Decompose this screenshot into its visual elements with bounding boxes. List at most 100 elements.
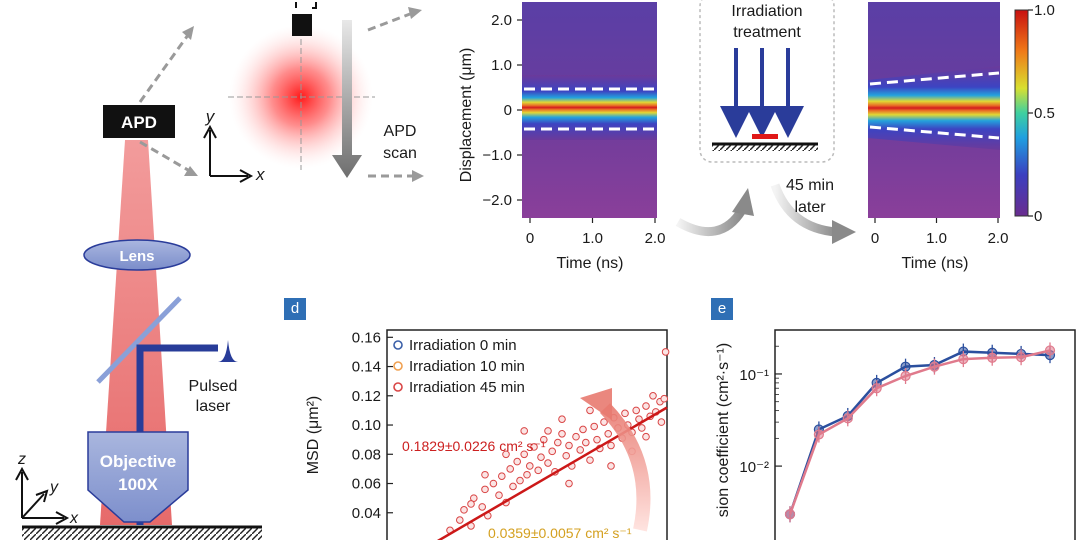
diffusion-point (813, 429, 824, 440)
colorbar-tick-label: 0 (1034, 208, 1042, 225)
msd-curve-arrow-head (580, 388, 612, 420)
diffusion-point (871, 383, 882, 394)
colorbar-tick-label: 1.0 (1034, 2, 1055, 19)
optical-setup: Pulsed laser Lens Objective 100X APD y x… (15, 2, 424, 540)
curve-arrow-out-box (770, 183, 837, 237)
apd-scan-label-2: scan (383, 145, 417, 162)
xyz-axes (15, 466, 70, 525)
beam-splitter (96, 296, 182, 384)
msd-point (579, 425, 587, 434)
msd-point (456, 516, 464, 524)
msd-point (593, 435, 601, 444)
heatmap-before-xtick-label: 1.0 (582, 230, 603, 247)
heatmap-after-boundary-bottom (869, 125, 1000, 140)
msd-point (509, 482, 517, 491)
msd-point (554, 438, 562, 447)
apd-pinhole (292, 14, 312, 36)
apd-label: APD (121, 113, 157, 132)
msd-legend-marker (393, 361, 403, 371)
msd-point (516, 476, 524, 485)
msd-point (513, 457, 522, 466)
diffusion-ytick-label: 10⁻¹ (739, 367, 769, 384)
msd-point (582, 438, 590, 447)
msd-point (607, 441, 615, 450)
msd-point (642, 432, 650, 441)
apd-arrow-up-head (182, 26, 194, 40)
objective (87, 431, 189, 523)
irradiation-substrate (712, 145, 818, 151)
msd-point (590, 422, 599, 431)
msd-annotation-red: 0.1829±0.0226 cm² s⁻¹ (402, 438, 546, 454)
heatmap-before-xlabel: Time (ns) (557, 255, 624, 272)
msd-point (498, 472, 506, 481)
heatmap-after-xlabel: Time (ns) (902, 255, 969, 272)
msd-ytick-label: 0.06 (352, 476, 381, 493)
curve-arrow-into-box-head (732, 188, 754, 216)
msd-curve-arrow (599, 403, 651, 532)
msd-point (586, 456, 594, 464)
curve-arrow-into-box (675, 207, 746, 237)
msd-point (544, 427, 552, 435)
msd-point (565, 441, 573, 450)
msd-ytick-label: 0.04 (352, 505, 381, 522)
msd-point (621, 409, 629, 418)
apd-arrow-down (139, 140, 189, 172)
later-label-2: later (794, 199, 826, 216)
msd-point (660, 394, 669, 403)
panel-label-e: e (711, 298, 733, 320)
heatmap-before-ylabel: Displacement (μm) (458, 48, 475, 183)
diffusion-point (784, 509, 796, 520)
msd-ytick-label: 0.16 (352, 329, 381, 346)
sample-stage (22, 527, 262, 540)
diffusion-series-line (788, 350, 1051, 515)
pulse-icon (218, 340, 238, 362)
msd-point (600, 418, 608, 426)
msd-legend-label: Irradiation 45 min (409, 379, 525, 396)
msd-point (520, 450, 529, 459)
msd-legend-marker (393, 382, 403, 392)
heatmap-before-ytick-label: 0 (504, 102, 512, 119)
msd-point (586, 406, 594, 415)
msd-point (649, 391, 657, 400)
msd-point (572, 432, 580, 441)
heatmap-after-xtick-label: 2.0 (988, 230, 1009, 247)
irradiation-arrows (720, 48, 804, 138)
curve-arrow-out-box-head (832, 220, 856, 244)
msd-ytick-label: 0.08 (352, 446, 381, 463)
laser-beam (100, 140, 172, 525)
msd-chart: 0.16 0.14 0.12 0.10 0.08 0.06 0.04 Irradiation… (305, 329, 670, 540)
msd-point (481, 470, 489, 479)
msd-ytick-label: 0.12 (352, 388, 381, 405)
heatmap-after-band (868, 66, 1000, 150)
msd-point (537, 453, 545, 462)
msd-point (544, 459, 552, 467)
apd-scan-label-1: APD (384, 123, 417, 140)
heatmap-before-ytick-label: 1.0 (491, 57, 512, 74)
colorbar (1014, 9, 1029, 217)
heatmap-before-ytick-label: −1.0 (482, 147, 512, 164)
msd-point (495, 491, 503, 500)
msd-legend-label: Irradiation 10 min (409, 358, 525, 375)
msd-point (520, 427, 529, 435)
msd-point (657, 418, 666, 426)
diffusion-chart: 10⁻¹ 10⁻² sion coefficient (cm²·s⁻¹) (715, 329, 1076, 540)
msd-point (642, 402, 650, 410)
heatmap-before-xtick-label: 2.0 (645, 230, 666, 247)
irradiated-sample (752, 134, 778, 139)
msd-point (558, 430, 566, 438)
diffusion-point (958, 353, 969, 365)
heatmap-before-xtick-label: 0 (526, 230, 534, 247)
objective-label-2: 100X (118, 475, 158, 494)
msd-point (638, 424, 646, 432)
msd-point (540, 435, 548, 444)
msd-ytick-label: 0.14 (352, 359, 381, 376)
apd-arrow-down-head (184, 166, 198, 176)
msd-point (478, 503, 487, 511)
msd-point (526, 462, 534, 470)
axis-x2-label: x (69, 510, 79, 527)
diffusion-point (900, 370, 911, 382)
axis-y-label: y (205, 107, 216, 126)
later-label-1: 45 min (786, 177, 834, 194)
msd-point (604, 430, 613, 438)
